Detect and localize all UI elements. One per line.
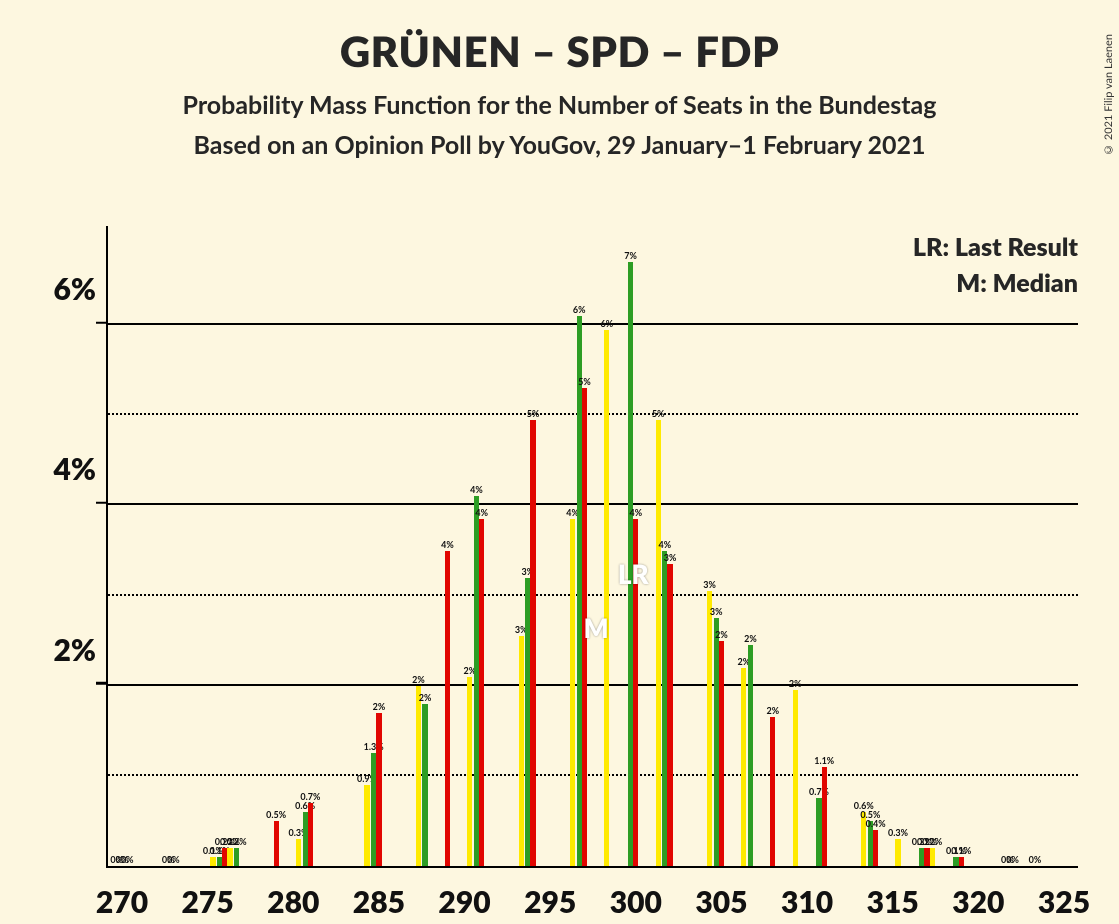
bar: 0.5% [274, 821, 279, 866]
bar: 2% [741, 668, 746, 866]
bar-value-label: 0.2% [922, 836, 942, 848]
bar-value-label: 5% [578, 376, 591, 388]
grid-minor [108, 413, 1078, 415]
bar: 0.2% [234, 848, 239, 866]
bar-value-label: 2% [412, 674, 425, 686]
bar: 2% [719, 641, 724, 866]
x-tick-label: 275 [182, 866, 234, 920]
x-tick-label: 270 [96, 866, 148, 920]
bar: 3% [667, 564, 672, 866]
bar-value-label: 0% [121, 854, 134, 866]
legend-lr: LR: Last Result [913, 232, 1078, 262]
y-tick-mark [96, 502, 108, 505]
grid-minor [108, 594, 1078, 596]
bar: 0.4% [873, 830, 878, 866]
bar-value-label: 5% [527, 408, 540, 420]
bar-value-label: 4% [475, 507, 488, 519]
bar-value-label: 2% [789, 678, 802, 690]
bar: 3% [519, 636, 524, 866]
bar-value-label: 2% [767, 705, 780, 717]
bar-value-label: 3% [703, 579, 716, 591]
x-tick-label: 315 [867, 866, 919, 920]
chart-title: GRÜNEN – SPD – FDP [0, 26, 1119, 76]
bar-value-label: 0.7% [300, 791, 320, 803]
bar-value-label: 0.2% [227, 836, 247, 848]
bar-value-label: 2% [744, 633, 757, 645]
x-tick-label: 305 [695, 866, 747, 920]
bar: 0.1% [959, 857, 964, 866]
legend-m: M: Median [913, 268, 1078, 298]
bar-value-label: 4% [659, 539, 672, 551]
grid-minor [108, 774, 1078, 776]
bar: 2% [422, 704, 427, 866]
bar: 0.2% [930, 848, 935, 866]
bar-value-label: 6% [601, 318, 614, 330]
bar: 2% [467, 677, 472, 866]
bar: 1.1% [822, 767, 827, 866]
grid-major [108, 503, 1078, 505]
bar: 5% [656, 420, 661, 866]
bar-value-label: 0.5% [266, 809, 286, 821]
page: © 2021 Filip van Laenen GRÜNEN – SPD – F… [0, 26, 1119, 924]
legend: LR: Last Result M: Median [913, 232, 1078, 304]
bar: 0.3% [296, 839, 301, 866]
grid-major [108, 323, 1078, 325]
x-tick-label: 290 [438, 866, 490, 920]
bar-value-label: 0.4% [866, 818, 886, 830]
bar: 2% [416, 686, 421, 866]
bar: 4% [445, 551, 450, 866]
y-tick-mark [96, 682, 108, 685]
bar-value-label: 0% [1029, 854, 1042, 866]
bar: 2% [793, 690, 798, 866]
y-tick-label: 6% [46, 271, 96, 307]
bar-value-label: 7% [624, 250, 637, 262]
grid-major [108, 684, 1078, 686]
bar-value-label: 4% [470, 484, 483, 496]
bar-value-label: 3% [710, 606, 723, 618]
bar-value-label: 0% [167, 854, 180, 866]
bar: 2% [770, 717, 775, 866]
bar-value-label: 0.1% [951, 845, 971, 857]
bar: 3% [707, 591, 712, 866]
bar-value-label: 4% [630, 507, 643, 519]
bar: 0.7% [308, 803, 313, 866]
x-tick-label: 285 [353, 866, 405, 920]
bar: 5% [530, 420, 535, 866]
bar: 2% [748, 645, 753, 866]
chart-subtitle-2: Based on an Opinion Poll by YouGov, 29 J… [0, 130, 1119, 160]
bar-value-label: 2% [373, 701, 386, 713]
bar: 0.1% [210, 857, 215, 866]
bar-value-label: 6% [573, 304, 586, 316]
bar-value-label: 0% [1006, 854, 1019, 866]
bar: 0.2% [227, 848, 232, 866]
bar: 6% [604, 330, 609, 866]
bar-value-label: 4% [441, 539, 454, 551]
bar: 4% [479, 519, 484, 866]
x-tick-label: 295 [524, 866, 576, 920]
bar-value-label: 0.3% [888, 827, 908, 839]
bar: 2% [376, 713, 381, 866]
bar: 0.9% [364, 785, 369, 866]
plot-area: LR: Last Result M: Median 2%4%6%27027528… [106, 226, 1078, 868]
y-tick-label: 4% [46, 451, 96, 487]
chart-area: LR: Last Result M: Median 2%4%6%27027528… [76, 226, 1076, 866]
x-tick-label: 280 [267, 866, 319, 920]
bar: 0.3% [895, 839, 900, 866]
x-tick-label: 325 [1038, 866, 1090, 920]
bar-value-label: 2% [419, 692, 432, 704]
bar-value-label: 5% [652, 408, 665, 420]
bar: 4% [570, 519, 575, 866]
last-result-marker: LR [618, 558, 649, 590]
bar-value-label: 2% [715, 629, 728, 641]
x-tick-label: 310 [781, 866, 833, 920]
x-tick-label: 320 [952, 866, 1004, 920]
copyright-text: © 2021 Filip van Laenen [1102, 34, 1115, 156]
y-tick-label: 2% [46, 632, 96, 668]
y-tick-mark [96, 321, 108, 324]
bar-value-label: 3% [664, 552, 677, 564]
bar-value-label: 1.1% [814, 755, 834, 767]
median-marker: M [584, 612, 609, 644]
chart-subtitle-1: Probability Mass Function for the Number… [0, 90, 1119, 120]
x-tick-label: 300 [610, 866, 662, 920]
